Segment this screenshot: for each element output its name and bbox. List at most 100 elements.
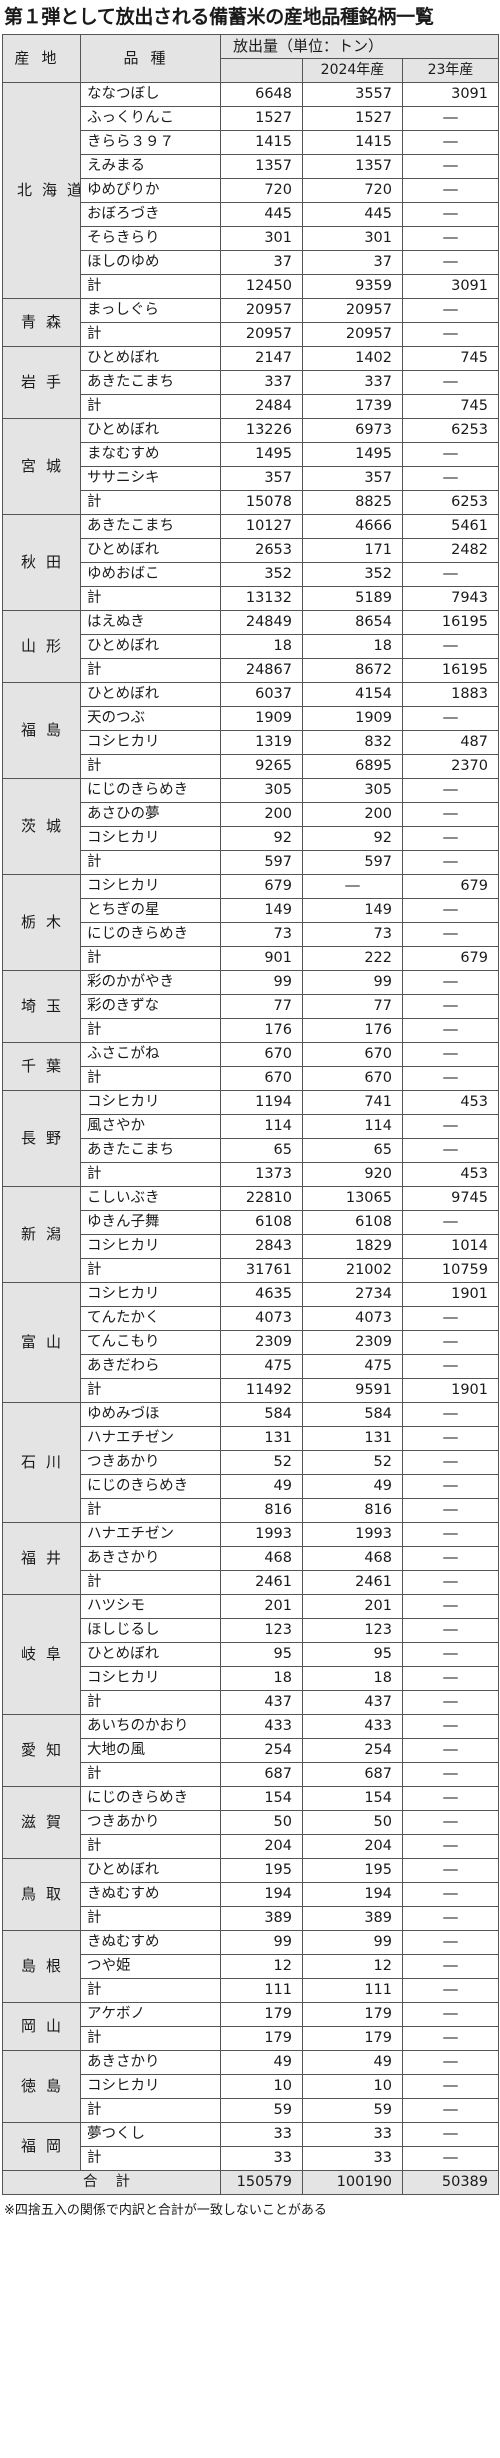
volume-2023-cell: ―: [401, 1858, 500, 1883]
region-cell: 千葉: [2, 1042, 81, 1091]
variety-cell: きぬむすめ: [80, 1882, 221, 1907]
table-row: 徳島 あきさかり 49 49 ―: [2, 2050, 500, 2123]
table-body: 北海道ななつぼし664835573091ふっくりんこ15271527―きらら３９…: [2, 82, 500, 2195]
volume-2024-cell: 222: [302, 946, 403, 971]
table-row: 茨城 にじのきらめき 305 305 ―: [2, 778, 500, 875]
volume-2024-cell: 194: [302, 1882, 403, 1907]
variety-cell: おぼろづき: [80, 202, 221, 227]
volume-2024-cell: 1495: [302, 442, 403, 467]
volume-2023-cell: ―: [401, 2026, 500, 2051]
volume-2024-cell: 33: [302, 2122, 403, 2147]
table-header: 産地 品種 放出量（単位：トン） 2024年産 23年産: [2, 34, 500, 83]
region-cell: 滋賀: [2, 1786, 81, 1859]
volume-2024-cell: 49: [302, 2050, 403, 2075]
variety-cell: 計: [80, 322, 221, 347]
table-row: つきあかり 50 50 ―: [3, 1810, 500, 1835]
volume-2024-cell: 445: [302, 202, 403, 227]
total-cell: 305: [220, 778, 303, 803]
volume-2024-cell: 1527: [302, 106, 403, 131]
volume-2023-cell: ―: [401, 922, 500, 947]
volume-2024-cell: 65: [302, 1138, 403, 1163]
table-row: ひとめぼれ 18 18 ―: [3, 634, 500, 659]
table-row: 計 15078 8825 6253: [3, 490, 500, 515]
variety-cell: ゆめぴりか: [80, 178, 221, 203]
volume-2024-cell: 301: [302, 226, 403, 251]
region-cell: 山形: [2, 610, 81, 683]
variety-cell: 計: [80, 1018, 221, 1043]
table-row: ふっくりんこ 1527 1527 ―: [3, 106, 500, 131]
volume-2024-cell: 37: [302, 250, 403, 275]
volume-2024-cell: 4666: [302, 514, 403, 539]
table-row: ハナエチゼン 131 131 ―: [3, 1426, 500, 1451]
total-cell: 6648: [220, 82, 303, 107]
total-cell: 901: [220, 946, 303, 971]
volume-2024-cell: 179: [302, 2002, 403, 2027]
table-row: えみまる 1357 1357 ―: [3, 154, 500, 179]
total-cell: 195: [220, 1858, 303, 1883]
volume-2023-cell: ―: [401, 1114, 500, 1139]
volume-2023-cell: ―: [401, 1306, 500, 1331]
variety-cell: つや姫: [80, 1954, 221, 1979]
total-cell: 468: [220, 1546, 303, 1571]
volume-2023-cell: 1014: [401, 1234, 500, 1259]
volume-2024-cell: 1829: [302, 1234, 403, 1259]
table-row: ゆきん子舞 6108 6108 ―: [3, 1210, 500, 1235]
variety-cell: 計: [80, 946, 221, 971]
volume-2024-cell: 200: [302, 802, 403, 827]
volume-2023-cell: 1883: [401, 682, 500, 707]
total-cell: 99: [220, 1930, 303, 1955]
total-cell: 10: [220, 2074, 303, 2099]
volume-2024-cell: 6108: [302, 1210, 403, 1235]
header-release-volume: 放出量（単位：トン）: [219, 34, 500, 59]
volume-2024-cell: 9359: [302, 274, 403, 299]
total-cell: 65: [220, 1138, 303, 1163]
variety-cell: きぬむすめ: [80, 1930, 221, 1955]
table-row: 岐阜 ハツシモ 201 201 ―: [2, 1594, 500, 1715]
variety-cell: ななつぼし: [80, 82, 221, 107]
total-cell: 24867: [220, 658, 303, 683]
volume-2023-cell: ―: [401, 1474, 500, 1499]
region-cell: 石川: [2, 1402, 81, 1523]
volume-2024-cell: 468: [302, 1546, 403, 1571]
total-cell: 1527: [220, 106, 303, 131]
table-row: 福島 ひとめぼれ 6037 4154 1883: [2, 682, 500, 779]
table-row: 秋田 あきたこまち 10127 4666 5461: [2, 514, 500, 611]
total-cell: 2653: [220, 538, 303, 563]
table-row: コシヒカリ 92 92 ―: [3, 826, 500, 851]
variety-cell: こしいぶき: [80, 1186, 221, 1211]
volume-2023-cell: ―: [401, 154, 500, 179]
variety-cell: まっしぐら: [80, 298, 221, 323]
total-cell: 1993: [220, 1522, 303, 1547]
table-row: 岩手 ひとめぼれ 2147 1402 745: [2, 346, 500, 419]
table-row: 天のつぶ 1909 1909 ―: [3, 706, 500, 731]
table-row: コシヒカリ 18 18 ―: [3, 1666, 500, 1691]
volume-2023-cell: ―: [401, 2098, 500, 2123]
variety-cell: 計: [80, 1978, 221, 2003]
total-cell: 18: [220, 634, 303, 659]
volume-2023-cell: 1901: [401, 1282, 500, 1307]
table-row: 北海道ななつぼし664835573091: [2, 82, 500, 299]
volume-2023-cell: 10759: [401, 1258, 500, 1283]
volume-2023-cell: ―: [401, 1042, 500, 1067]
total-cell: 445: [220, 202, 303, 227]
table-row: 岡山 アケボノ 179 179 ―: [2, 2002, 500, 2051]
page-title: 第１弾として放出される備蓄米の産地品種銘柄一覧: [4, 6, 434, 28]
volume-2023-cell: ―: [401, 1450, 500, 1475]
volume-2024-cell: 99: [302, 1930, 403, 1955]
volume-2024-cell: 149: [302, 898, 403, 923]
volume-2024-cell: 254: [302, 1738, 403, 1763]
volume-2023-cell: ―: [401, 1906, 500, 1931]
volume-2023-cell: ―: [401, 562, 500, 587]
table-row: 計 2461 2461 ―: [3, 1570, 500, 1595]
volume-2024-cell: 2461: [302, 1570, 403, 1595]
variety-cell: コシヒカリ: [80, 1282, 221, 1307]
volume-2024-cell: 18: [302, 1666, 403, 1691]
table-row: 計 179 179 ―: [3, 2026, 500, 2051]
volume-2024-cell: 20957: [302, 322, 403, 347]
total-cell: 2147: [220, 346, 303, 371]
volume-2023-cell: ―: [401, 1738, 500, 1763]
volume-2024-cell: 20957: [302, 298, 403, 323]
volume-2023-cell: ―: [401, 370, 500, 395]
header-variety: 品種: [80, 34, 221, 83]
total-cell: 389: [220, 1906, 303, 1931]
